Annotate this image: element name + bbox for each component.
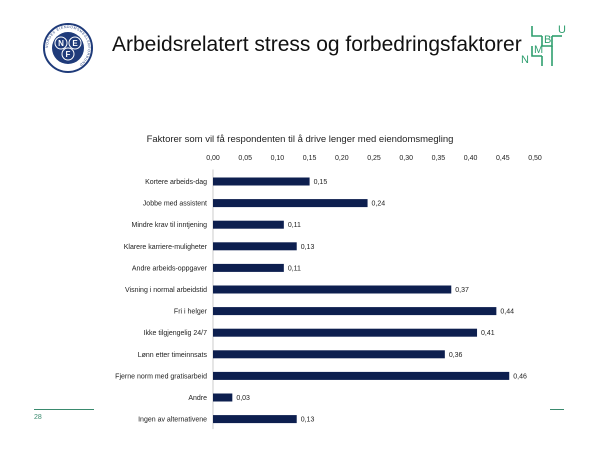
bar	[213, 371, 510, 380]
category-label: Lønn etter timeinnsats	[138, 352, 208, 359]
value-label: 0,11	[288, 265, 301, 272]
category-label: Klarere karriere-muligheter	[124, 244, 208, 251]
bar	[213, 177, 310, 186]
category-label: Kortere arbeids-dag	[145, 179, 207, 186]
value-label: 0,15	[314, 179, 328, 186]
bar	[213, 220, 284, 229]
value-label: 0,36	[449, 352, 463, 359]
x-tick-label: 0,15	[303, 155, 317, 162]
x-tick-label: 0,20	[335, 155, 349, 162]
x-tick-label: 0,50	[528, 155, 542, 162]
category-label: Jobbe med assistent	[143, 201, 207, 208]
nef-letter-f: F	[66, 50, 71, 59]
value-label: 0,44	[500, 309, 514, 316]
value-label: 0,41	[481, 330, 495, 337]
bar	[213, 307, 497, 316]
nmbu-letter-m: M	[534, 44, 543, 56]
category-label: Ingen av alternativene	[138, 417, 207, 424]
x-tick-label: 0,05	[238, 155, 252, 162]
bar	[213, 393, 233, 402]
value-label: 0,13	[301, 244, 315, 251]
category-label: Andre arbeids-oppgaver	[132, 265, 208, 272]
nef-logo: N E F NORGES EIENDOMSMEGLERFORBUND	[42, 22, 94, 74]
x-tick-label: 0,10	[271, 155, 285, 162]
nmbu-letter-b: B	[544, 34, 551, 46]
value-label: 0,03	[236, 395, 250, 402]
footer-rule-right	[550, 409, 564, 410]
nef-letter-e: E	[72, 39, 78, 48]
page-number: 28	[34, 414, 42, 421]
bar	[213, 415, 297, 424]
bar	[213, 285, 452, 294]
slide-title: Arbeidsrelatert stress og forbedringsfak…	[112, 33, 522, 56]
x-tick-label: 0,45	[496, 155, 510, 162]
category-label: Ikke tilgjengelig 24/7	[144, 330, 208, 337]
value-label: 0,11	[288, 222, 301, 229]
bar	[213, 242, 297, 251]
value-label: 0,13	[301, 417, 315, 424]
nmbu-letter-n: N	[521, 54, 529, 66]
nef-letter-n: N	[58, 39, 64, 48]
category-label: Fjerne norm med gratisarbeid	[115, 373, 207, 380]
bar	[213, 328, 478, 337]
x-tick-label: 0,30	[399, 155, 413, 162]
x-tick-label: 0,40	[464, 155, 478, 162]
value-label: 0,37	[455, 287, 469, 294]
x-tick-label: 0,00	[206, 155, 220, 162]
nmbu-letter-u: U	[558, 24, 566, 36]
value-label: 0,24	[372, 201, 386, 208]
category-label: Mindre krav til inntjening	[132, 222, 208, 229]
category-label: Fri i helger	[174, 309, 208, 316]
bar-chart: 0,00 0,05 0,10 0,15 0,20 0,25 0,30 0,35 0,40 0,45…	[115, 155, 542, 430]
bar	[213, 263, 284, 272]
value-label: 0,46	[513, 373, 527, 380]
bar	[213, 199, 368, 208]
nmbu-logo: N M B U	[518, 22, 570, 70]
footer-rule-left	[34, 409, 94, 410]
category-label: Visning i normal arbeidstid	[125, 287, 207, 294]
bar	[213, 350, 445, 359]
x-tick-label: 0,35	[432, 155, 446, 162]
category-label: Andre	[188, 395, 207, 402]
chart-title: Faktorer som vil få respondenten til å d…	[146, 134, 454, 145]
x-tick-label: 0,25	[367, 155, 381, 162]
